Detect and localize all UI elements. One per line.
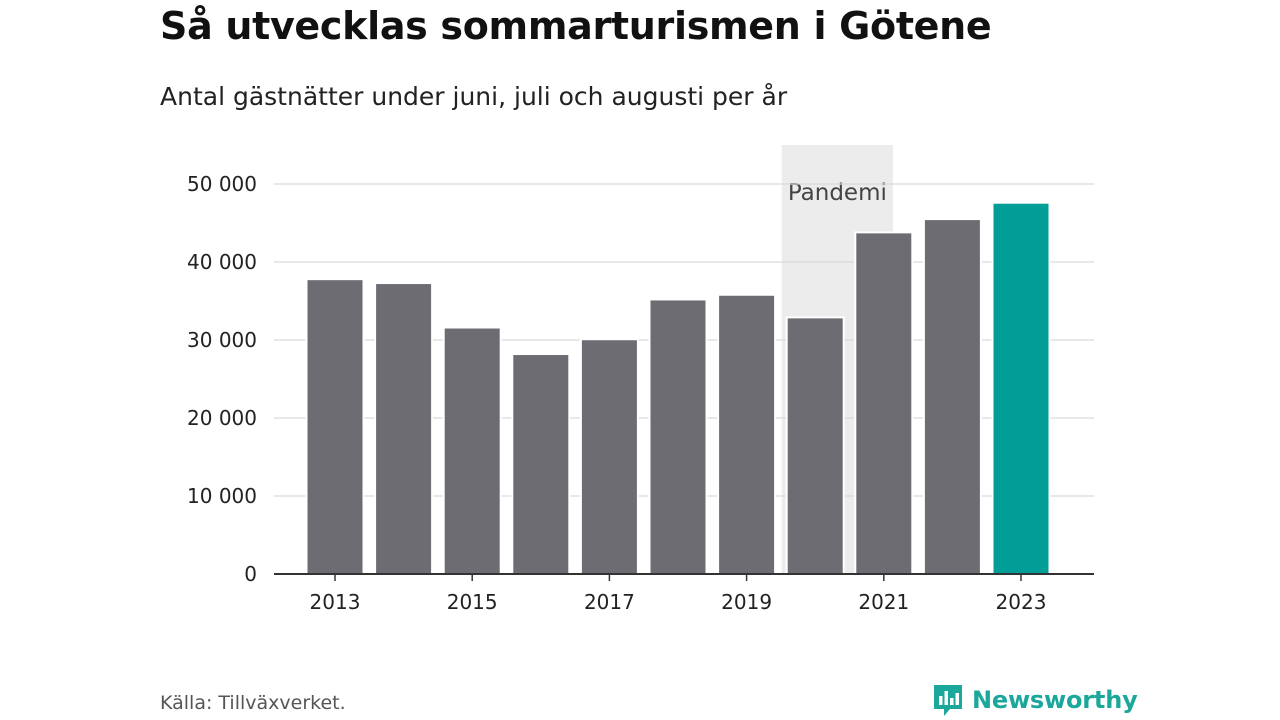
- tick-label-layer: 2013 2015 2017 2019 2021 2023 0 10 000 20 000 30 …: [187, 172, 1046, 614]
- bar-2022: [922, 218, 982, 575]
- y-tick-label: 20 000: [187, 406, 257, 430]
- bar-2019: [717, 293, 777, 575]
- y-tick-label: 0: [244, 562, 257, 586]
- bar-2020: [785, 316, 845, 575]
- x-tick-label: 2019: [721, 590, 772, 614]
- y-tick-label: 10 000: [187, 484, 257, 508]
- brand-name: Newsworthy: [972, 686, 1138, 714]
- chart-subtitle: Antal gästnätter under juni, juli och au…: [160, 82, 788, 111]
- bar-2021: [854, 231, 914, 576]
- bar-2014: [374, 282, 434, 575]
- bar-layer: [305, 201, 1051, 576]
- x-tick-label: 2013: [310, 590, 361, 614]
- axis-layer: [274, 573, 1094, 581]
- y-tick-label: 30 000: [187, 328, 257, 352]
- x-tick-label: 2015: [447, 590, 498, 614]
- y-tick-label: 40 000: [187, 250, 257, 274]
- brand-logo: Newsworthy: [932, 683, 1138, 717]
- bar-2016: [511, 353, 571, 576]
- x-tick-label: 2017: [584, 590, 635, 614]
- chart-title: Så utvecklas sommarturismen i Götene: [160, 4, 992, 48]
- y-tick-label: 50 000: [187, 172, 257, 196]
- bar-2018: [648, 298, 708, 575]
- bar-2013: [305, 278, 365, 575]
- bar-2017: [579, 338, 639, 575]
- x-tick-label: 2021: [858, 590, 909, 614]
- newsworthy-logo-icon: [934, 685, 962, 716]
- x-tick-label: 2023: [996, 590, 1047, 614]
- bar-2015: [442, 326, 502, 575]
- bar-2023: [991, 201, 1051, 575]
- source-note: Källa: Tillväxverket.: [160, 692, 346, 714]
